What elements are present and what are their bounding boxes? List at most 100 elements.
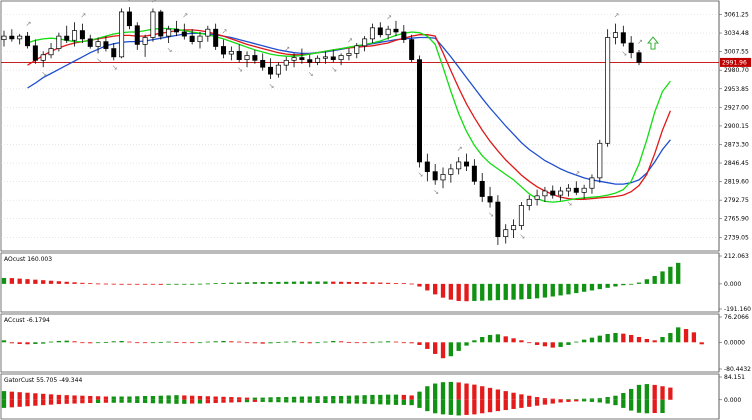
candle-body xyxy=(416,59,422,163)
candle[interactable] xyxy=(550,185,556,199)
candle[interactable] xyxy=(25,31,31,49)
ao-indicator-panel[interactable]: 212.063 0.000 -191.160 AOcust 160.003 xyxy=(1,253,751,313)
candle-body xyxy=(636,52,642,63)
candle[interactable] xyxy=(56,32,62,52)
candle[interactable] xyxy=(268,58,274,79)
indicator-bar xyxy=(197,283,203,285)
candle[interactable] xyxy=(409,34,415,63)
candle[interactable] xyxy=(244,51,250,68)
candle[interactable] xyxy=(534,189,540,206)
candle[interactable] xyxy=(307,54,313,68)
candle[interactable] xyxy=(119,8,125,59)
candle[interactable] xyxy=(330,49,336,63)
candle[interactable] xyxy=(369,23,375,44)
candle[interactable] xyxy=(221,39,227,59)
candle[interactable] xyxy=(9,29,15,42)
candle[interactable] xyxy=(589,174,595,194)
fractal-up-mark: ↗ xyxy=(26,20,32,28)
gator-indicator-panel[interactable]: 84.151 0.000 GatorCust 55.705 -49.344 xyxy=(1,374,745,416)
candle[interactable] xyxy=(322,51,328,64)
candle[interactable] xyxy=(72,22,78,47)
candle[interactable] xyxy=(197,31,203,49)
y-tick-label: 2900.15 xyxy=(724,123,749,130)
candle[interactable] xyxy=(565,184,571,197)
candle[interactable] xyxy=(464,153,470,171)
candle[interactable] xyxy=(503,224,509,244)
indicator-bar xyxy=(393,394,399,400)
candle[interactable] xyxy=(628,36,634,59)
candle[interactable] xyxy=(558,186,564,201)
candle[interactable] xyxy=(471,159,477,185)
candle[interactable] xyxy=(87,34,93,49)
candle[interactable] xyxy=(79,23,85,44)
candle[interactable] xyxy=(166,25,172,44)
candle[interactable] xyxy=(416,55,422,168)
candle[interactable] xyxy=(440,167,446,189)
ac-indicator-panel[interactable]: 76.2066 0.0000 -80.4432 ACcust -6.1794 xyxy=(1,314,751,373)
candle[interactable] xyxy=(636,49,642,66)
candle[interactable] xyxy=(620,25,626,47)
candle[interactable] xyxy=(17,34,23,45)
candle[interactable] xyxy=(605,29,611,147)
candle[interactable] xyxy=(597,139,603,183)
candle[interactable] xyxy=(103,36,109,52)
candle[interactable] xyxy=(213,23,219,50)
candle-body xyxy=(213,28,219,47)
candle[interactable] xyxy=(299,48,305,64)
candle[interactable] xyxy=(526,195,532,211)
candle[interactable] xyxy=(495,195,501,245)
candle[interactable] xyxy=(283,56,289,71)
candle[interactable] xyxy=(612,23,618,45)
candle[interactable] xyxy=(362,36,368,52)
candle[interactable] xyxy=(252,49,258,64)
candle[interactable] xyxy=(64,25,70,44)
candle[interactable] xyxy=(581,184,587,199)
indicator-bar xyxy=(448,342,454,357)
indicator-bar xyxy=(299,399,305,403)
candle[interactable] xyxy=(385,25,391,40)
fractal-up-mark: ↗ xyxy=(613,12,619,20)
candle[interactable] xyxy=(1,30,7,47)
candle[interactable] xyxy=(354,43,360,59)
candle[interactable] xyxy=(338,53,344,66)
candle[interactable] xyxy=(291,53,297,68)
indicator-bar xyxy=(244,342,250,344)
candle[interactable] xyxy=(573,181,579,196)
candle[interactable] xyxy=(346,48,352,61)
candle[interactable] xyxy=(542,186,548,203)
candle[interactable] xyxy=(236,44,242,63)
candle[interactable] xyxy=(48,43,54,59)
candle[interactable] xyxy=(377,22,383,38)
candle[interactable] xyxy=(40,51,46,68)
candle[interactable] xyxy=(205,25,211,42)
indicator-bar xyxy=(205,396,210,400)
candle[interactable] xyxy=(126,7,132,30)
candle[interactable] xyxy=(32,39,38,64)
candle[interactable] xyxy=(456,157,462,175)
candle[interactable] xyxy=(173,20,179,37)
candle[interactable] xyxy=(134,22,140,50)
candle[interactable] xyxy=(424,153,430,182)
candle[interactable] xyxy=(111,43,117,61)
candle[interactable] xyxy=(401,25,407,44)
fractal-up-mark: ↗ xyxy=(151,0,157,4)
candle[interactable] xyxy=(228,46,234,61)
candle[interactable] xyxy=(487,186,493,208)
price-panel[interactable]: 3061.25 3034.48 3007.55 2980.70 2953.85 2927.… xyxy=(1,0,751,245)
candle[interactable] xyxy=(315,55,321,66)
candle[interactable] xyxy=(432,164,438,185)
candle[interactable] xyxy=(511,219,517,239)
candle[interactable] xyxy=(142,34,148,57)
candle[interactable] xyxy=(393,20,399,37)
candle[interactable] xyxy=(260,53,266,71)
candle[interactable] xyxy=(95,37,101,54)
candle[interactable] xyxy=(189,29,195,45)
candle[interactable] xyxy=(150,8,156,42)
candle[interactable] xyxy=(448,164,454,183)
candle[interactable] xyxy=(181,23,187,40)
candle[interactable] xyxy=(158,9,164,40)
indicator-bar xyxy=(487,387,493,400)
candle[interactable] xyxy=(479,173,485,203)
candle[interactable] xyxy=(518,202,524,230)
candle[interactable] xyxy=(275,62,281,78)
